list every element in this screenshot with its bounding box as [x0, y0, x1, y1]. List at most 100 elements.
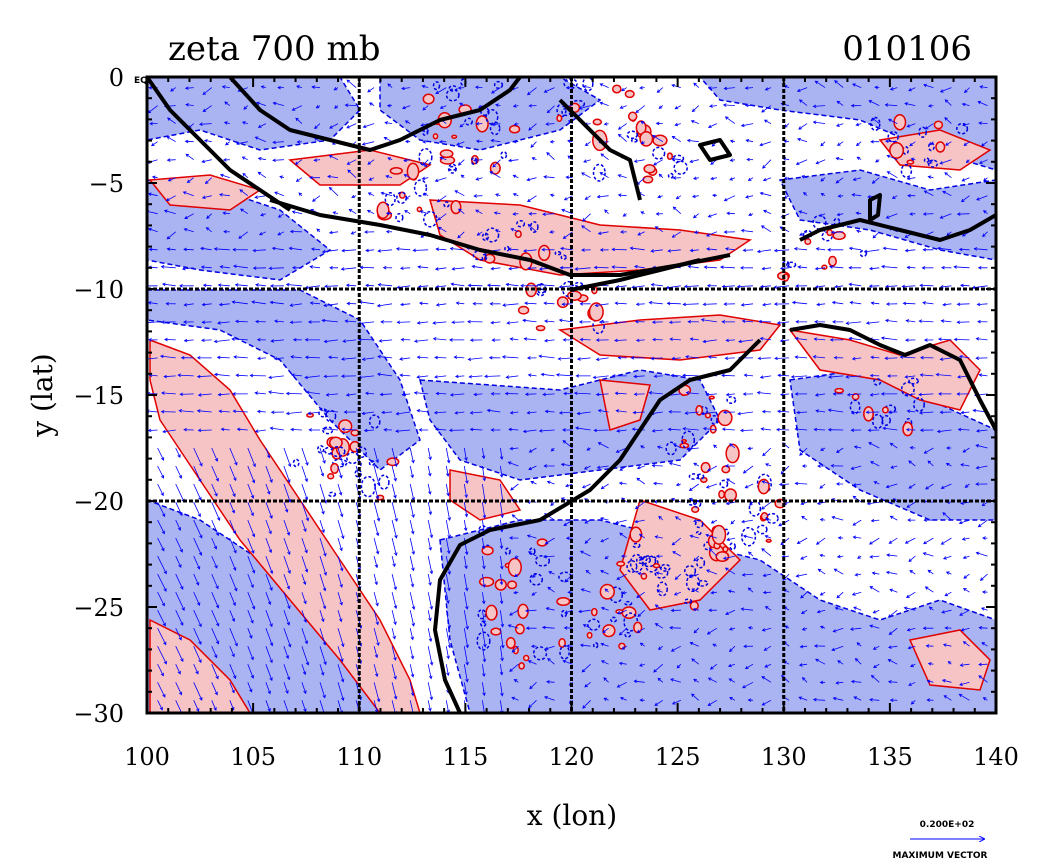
wind-vector	[183, 228, 194, 233]
wind-vector	[469, 410, 483, 415]
wind-vector	[147, 321, 158, 324]
wind-vector	[742, 465, 754, 474]
wind-vector	[939, 213, 952, 219]
wind-vector	[866, 501, 880, 506]
wind-vector	[183, 320, 194, 324]
wind-vector	[448, 428, 465, 433]
wind-vector	[484, 374, 501, 379]
wind-vector	[562, 338, 573, 342]
wind-vector	[364, 391, 375, 396]
wind-vector	[157, 664, 164, 677]
x-tick-label: 135	[867, 743, 913, 771]
wind-vector	[850, 428, 862, 432]
wind-vector	[819, 591, 826, 596]
wind-vector	[909, 446, 916, 450]
wind-vector	[147, 227, 158, 233]
wind-vector	[482, 502, 487, 519]
wind-vector	[445, 447, 451, 464]
wind-vector	[288, 246, 302, 251]
wind-vector	[653, 663, 664, 673]
positive-contour	[700, 461, 711, 474]
x-tick-label: 125	[655, 743, 701, 771]
wind-vector	[709, 104, 717, 108]
wind-vector	[637, 231, 645, 236]
wind-vector	[852, 83, 862, 88]
wind-vector	[653, 159, 664, 166]
wind-vector	[505, 282, 519, 287]
wind-vector	[167, 177, 176, 182]
wind-vector	[549, 139, 555, 144]
positive-contour	[490, 627, 502, 636]
wind-vector	[583, 465, 591, 470]
wind-vector	[513, 590, 519, 595]
wind-vector	[366, 209, 375, 215]
wind-vector	[409, 646, 415, 660]
wind-vector	[756, 391, 772, 395]
wind-vector	[650, 283, 663, 287]
wind-vector	[304, 355, 321, 360]
wind-vector	[229, 682, 235, 694]
wind-vector	[800, 609, 808, 614]
wind-vector	[149, 121, 158, 126]
wind-vector	[166, 247, 176, 251]
wind-vector	[763, 119, 772, 124]
wind-vector	[380, 320, 393, 324]
positive-contour	[602, 624, 616, 638]
wind-vector	[179, 392, 194, 397]
wind-vector	[982, 697, 988, 701]
wind-vector	[229, 628, 238, 647]
wind-vector	[798, 123, 808, 130]
wind-vector	[836, 591, 844, 599]
negative-contour	[908, 377, 919, 385]
wind-vector	[975, 465, 988, 470]
wind-vector	[820, 177, 826, 182]
wind-vector	[391, 682, 398, 700]
wind-vector	[885, 213, 898, 219]
wind-vector	[304, 337, 321, 342]
wind-vector	[689, 534, 699, 539]
wind-vector	[740, 228, 754, 233]
wind-vector	[225, 141, 231, 146]
wind-vector	[514, 555, 519, 559]
wind-vector	[482, 556, 486, 570]
wind-vector	[621, 591, 627, 595]
wind-vector	[707, 465, 718, 472]
wind-vector	[316, 228, 321, 233]
wind-vector	[689, 248, 699, 253]
wind-vector	[764, 87, 772, 91]
coastline-java	[269, 198, 731, 277]
wind-vector	[640, 140, 645, 145]
wind-vector	[923, 83, 934, 88]
wind-vector	[546, 480, 555, 485]
wind-vector	[604, 588, 609, 593]
wind-vector	[270, 339, 284, 343]
wind-vector	[550, 501, 555, 506]
wind-vector	[956, 320, 970, 325]
wind-vector	[274, 319, 284, 324]
wind-vector	[709, 548, 718, 557]
wind-vector	[575, 426, 591, 431]
wind-vector	[672, 443, 681, 449]
wind-vector	[528, 123, 537, 131]
wind-vector	[595, 338, 609, 342]
wind-vector	[615, 409, 627, 413]
wind-vector	[759, 336, 772, 341]
wind-vector	[292, 266, 302, 270]
wind-vector	[361, 411, 375, 416]
wind-vector	[490, 428, 501, 432]
wind-vector	[636, 477, 645, 485]
wind-vector	[247, 592, 256, 610]
wind-vector	[365, 283, 375, 288]
wind-vector	[218, 409, 230, 414]
wind-vector	[724, 356, 735, 361]
wind-vector	[482, 682, 486, 697]
wind-vector	[147, 192, 158, 197]
wind-vector	[764, 606, 772, 611]
wind-vector	[530, 644, 537, 649]
wind-vector	[272, 101, 285, 106]
wind-vector	[880, 336, 898, 341]
wind-vector	[908, 555, 916, 563]
wind-vector	[657, 645, 664, 651]
wind-vector	[942, 512, 952, 521]
wind-vector	[884, 139, 898, 144]
